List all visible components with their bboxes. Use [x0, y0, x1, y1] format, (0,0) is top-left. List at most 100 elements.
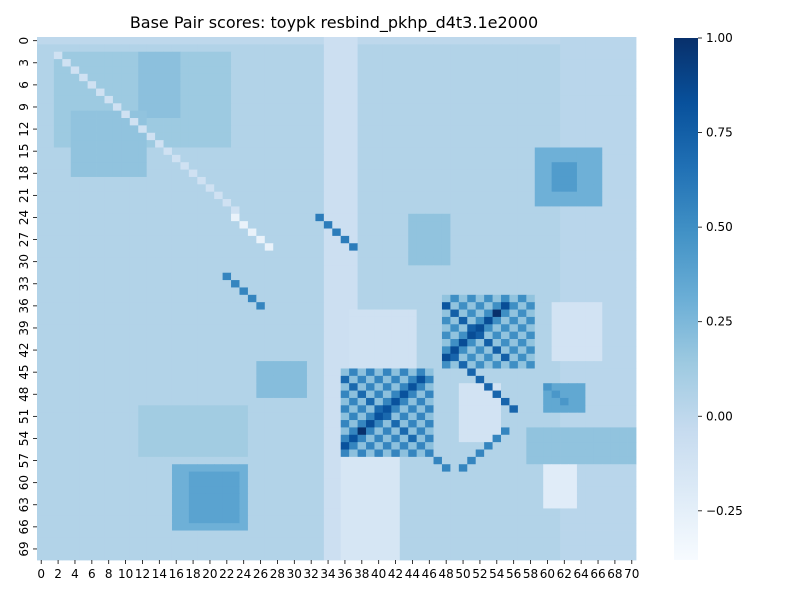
heatmap-cell: [484, 508, 493, 517]
heatmap-cell: [87, 213, 97, 222]
heatmap-cell: [509, 420, 519, 428]
heatmap-cell: [458, 118, 468, 126]
heatmap-cell: [298, 493, 308, 502]
heatmap-cell: [450, 184, 460, 193]
heatmap-cell: [340, 537, 350, 546]
heatmap-cell: [205, 412, 215, 421]
heatmap-cell: [315, 523, 325, 531]
heatmap-cell: [619, 390, 628, 399]
heatmap-cell: [526, 346, 536, 355]
heatmap-cell: [450, 523, 460, 531]
heatmap-cell: [264, 154, 274, 163]
heatmap-cell: [408, 272, 418, 281]
heatmap-cell: [155, 302, 164, 310]
heatmap-cell: [298, 51, 308, 60]
heatmap-cell: [332, 405, 342, 414]
heatmap-cell: [129, 302, 139, 310]
heatmap-cell: [112, 456, 122, 465]
heatmap-cell: [171, 103, 181, 112]
heatmap-cell: [441, 464, 451, 473]
heatmap-cell: [231, 140, 240, 148]
heatmap-cell: [619, 412, 628, 421]
heatmap-cell: [87, 316, 97, 325]
heatmap-cell: [306, 449, 316, 458]
heatmap-cell: [112, 265, 122, 274]
heatmap-cell: [416, 243, 426, 252]
heatmap-cell: [79, 44, 89, 53]
heatmap-cell: [391, 169, 401, 178]
heatmap-cell: [560, 169, 569, 178]
heatmap-cell: [155, 449, 164, 458]
heatmap-cell: [121, 478, 131, 487]
heatmap-cell: [602, 206, 612, 215]
heatmap-cell: [475, 515, 485, 524]
heatmap-cell: [197, 235, 207, 244]
heatmap-cell: [146, 523, 156, 531]
heatmap-cell: [568, 442, 578, 450]
heatmap-cell: [475, 456, 485, 465]
heatmap-cell: [374, 66, 384, 75]
heatmap-cell: [509, 59, 519, 67]
heatmap-cell: [281, 442, 291, 450]
heatmap-cell: [45, 95, 55, 104]
heatmap-cell: [323, 221, 333, 229]
heatmap-cell: [501, 169, 510, 178]
heatmap-cell: [416, 302, 426, 310]
heatmap-cell: [306, 103, 316, 112]
heatmap-cell: [205, 125, 215, 134]
heatmap-cell: [298, 302, 308, 310]
heatmap-cell: [214, 368, 224, 377]
heatmap-cell: [214, 471, 224, 480]
heatmap-cell: [560, 368, 569, 377]
heatmap-cell: [231, 95, 240, 104]
heatmap-cell: [180, 456, 190, 465]
heatmap-cell: [256, 59, 266, 67]
heatmap-cell: [509, 191, 519, 200]
heatmap-cell: [526, 309, 536, 318]
heatmap-cell: [222, 287, 232, 296]
heatmap-cell: [560, 420, 569, 428]
heatmap-cell: [475, 353, 485, 362]
heatmap-cell: [323, 132, 333, 141]
heatmap-cell: [146, 486, 156, 495]
heatmap-cell: [121, 508, 131, 517]
heatmap-cell: [188, 405, 198, 414]
heatmap-cell: [323, 405, 333, 414]
heatmap-cell: [576, 508, 586, 517]
heatmap-cell: [332, 154, 342, 163]
heatmap-cell: [138, 434, 148, 443]
heatmap-cell: [340, 66, 350, 75]
heatmap-cell: [416, 346, 426, 355]
heatmap-cell: [222, 309, 232, 318]
heatmap-cell: [509, 265, 519, 274]
heatmap-cell: [340, 184, 350, 193]
heatmap-cell: [188, 339, 198, 347]
heatmap-cell: [239, 530, 249, 539]
heatmap-cell: [104, 478, 114, 487]
heatmap-cell: [222, 191, 232, 200]
heatmap-cell: [315, 331, 325, 340]
heatmap-cell: [264, 125, 274, 134]
heatmap-cell: [585, 66, 595, 75]
heatmap-cell: [96, 88, 105, 97]
heatmap-cell: [214, 228, 224, 237]
heatmap-cell: [247, 59, 257, 67]
heatmap-cell: [391, 464, 401, 473]
heatmap-cell: [290, 331, 299, 340]
heatmap-cell: [155, 456, 164, 465]
heatmap-cell: [171, 412, 181, 421]
heatmap-cell: [349, 147, 358, 156]
heatmap-cell: [121, 88, 131, 97]
heatmap-cell: [509, 147, 519, 156]
heatmap-cell: [290, 530, 299, 539]
heatmap-cell: [53, 412, 63, 421]
heatmap-cell: [382, 265, 392, 274]
heatmap-cell: [602, 250, 612, 259]
heatmap-cell: [441, 272, 451, 281]
heatmap-cell: [627, 405, 637, 414]
heatmap-cell: [593, 140, 603, 148]
heatmap-cell: [543, 390, 553, 399]
heatmap-cell: [450, 339, 460, 347]
heatmap-cell: [627, 221, 637, 229]
heatmap-cell: [231, 449, 240, 458]
